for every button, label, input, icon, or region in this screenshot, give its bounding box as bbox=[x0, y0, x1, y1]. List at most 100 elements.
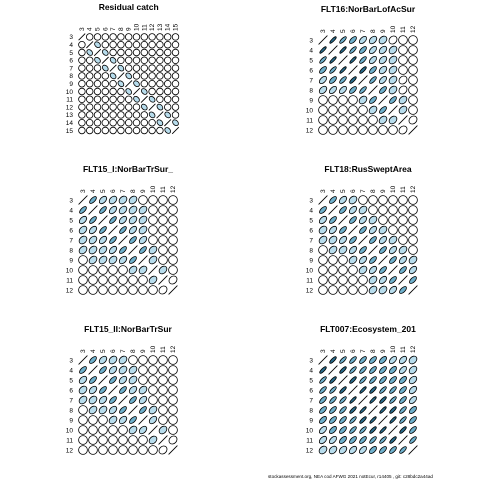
correlation-ellipse bbox=[129, 236, 137, 244]
correlation-ellipse bbox=[98, 195, 108, 205]
col-tick-label: 7 bbox=[120, 349, 127, 353]
row-tick-label: 4 bbox=[69, 42, 73, 49]
col-tick-label: 11 bbox=[160, 346, 167, 353]
correlation-ellipse bbox=[339, 66, 347, 74]
diagonal-mark bbox=[328, 45, 338, 55]
correlation-ellipse bbox=[78, 118, 86, 127]
correlation-ellipse bbox=[329, 376, 337, 384]
correlation-ellipse bbox=[158, 415, 168, 425]
col-tick-label: 15 bbox=[173, 23, 180, 31]
correlation-ellipse bbox=[125, 88, 132, 95]
correlation-ellipse bbox=[117, 87, 125, 96]
correlation-ellipse bbox=[359, 366, 367, 374]
correlation-ellipse bbox=[358, 285, 368, 295]
correlation-ellipse bbox=[98, 245, 108, 255]
col-tick-label: 8 bbox=[130, 189, 137, 193]
correlation-ellipse bbox=[148, 215, 158, 225]
panel-title: FLT15_I:NorBarTrSur_ bbox=[83, 164, 173, 174]
correlation-ellipse bbox=[369, 256, 377, 264]
correlation-ellipse bbox=[85, 111, 94, 119]
correlation-ellipse bbox=[378, 225, 388, 235]
col-tick-label: 10 bbox=[390, 345, 397, 353]
correlation-ellipse bbox=[119, 386, 127, 394]
correlation-ellipse bbox=[163, 103, 172, 111]
correlation-ellipse bbox=[359, 416, 367, 424]
correlation-ellipse bbox=[318, 265, 328, 275]
correlation-ellipse bbox=[148, 435, 158, 445]
correlation-ellipse bbox=[156, 95, 164, 104]
correlation-ellipse bbox=[369, 356, 377, 364]
correlation-ellipse bbox=[388, 35, 398, 45]
diagonal-mark bbox=[398, 435, 408, 445]
correlation-ellipse bbox=[359, 386, 367, 394]
col-tick-label: 6 bbox=[350, 29, 357, 33]
col-tick-label: 10 bbox=[134, 23, 141, 31]
correlation-ellipse bbox=[118, 205, 128, 215]
diagonal-mark bbox=[118, 395, 128, 405]
correlation-ellipse bbox=[117, 41, 125, 49]
correlation-ellipse bbox=[328, 105, 338, 115]
correlation-ellipse bbox=[359, 46, 367, 54]
correlation-ellipse bbox=[348, 265, 358, 275]
correlation-ellipse bbox=[118, 275, 128, 285]
correlation-ellipse bbox=[339, 366, 347, 374]
correlation-ellipse bbox=[348, 125, 358, 135]
correlation-ellipse bbox=[109, 57, 117, 64]
correlation-ellipse bbox=[399, 416, 407, 424]
correlation-ellipse bbox=[408, 365, 418, 375]
correlation-ellipse bbox=[348, 195, 358, 205]
correlation-ellipse bbox=[140, 111, 148, 119]
correlation-ellipse bbox=[339, 416, 347, 424]
col-tick-label: 4 bbox=[330, 189, 337, 193]
correlation-ellipse bbox=[368, 275, 378, 285]
correlation-ellipse bbox=[338, 245, 348, 255]
correlation-ellipse bbox=[171, 103, 180, 111]
correlation-ellipse bbox=[168, 375, 178, 385]
correlation-ellipse bbox=[359, 436, 367, 444]
correlation-ellipse bbox=[379, 366, 387, 374]
diagonal-mark bbox=[388, 265, 398, 275]
diagonal-mark bbox=[378, 95, 388, 105]
correlation-ellipse bbox=[338, 255, 348, 265]
correlation-ellipse bbox=[398, 195, 408, 205]
correlation-ellipse bbox=[378, 45, 388, 55]
diagonal-mark bbox=[358, 235, 368, 245]
col-tick-label: 5 bbox=[95, 27, 102, 31]
correlation-ellipse bbox=[369, 366, 377, 374]
correlation-ellipse bbox=[138, 445, 148, 455]
correlation-ellipse bbox=[378, 235, 388, 245]
col-tick-label: 5 bbox=[340, 29, 347, 33]
correlation-ellipse bbox=[109, 236, 117, 244]
correlation-ellipse bbox=[88, 245, 98, 255]
correlation-ellipse bbox=[88, 265, 98, 275]
correlation-ellipse bbox=[118, 195, 128, 205]
correlation-ellipse bbox=[89, 376, 97, 384]
correlation-ellipse bbox=[369, 386, 377, 394]
correlation-ellipse bbox=[101, 87, 109, 96]
correlation-ellipse bbox=[318, 105, 328, 115]
correlation-ellipse bbox=[329, 396, 337, 404]
correlation-ellipse bbox=[339, 356, 347, 364]
diagonal-mark bbox=[86, 41, 94, 49]
correlation-ellipse bbox=[101, 111, 109, 119]
correlation-ellipse bbox=[399, 266, 407, 274]
correlation-ellipse bbox=[389, 396, 397, 404]
correlation-ellipse bbox=[88, 285, 98, 295]
correlation-ellipse bbox=[319, 396, 327, 404]
correlation-ellipse bbox=[132, 111, 141, 119]
correlation-ellipse bbox=[359, 406, 367, 414]
correlation-ellipse bbox=[349, 76, 357, 84]
correlation-ellipse bbox=[348, 205, 358, 215]
correlation-ellipse bbox=[318, 235, 328, 245]
col-tick-label: 9 bbox=[126, 27, 133, 31]
col-tick-label: 13 bbox=[157, 23, 164, 31]
row-tick-label: 11 bbox=[306, 277, 313, 284]
correlation-ellipse bbox=[369, 236, 377, 244]
correlation-ellipse bbox=[101, 79, 109, 88]
correlation-ellipse bbox=[349, 436, 357, 444]
correlation-ellipse bbox=[78, 245, 88, 255]
correlation-ellipse bbox=[109, 396, 117, 404]
correlation-ellipse bbox=[379, 356, 387, 364]
diagonal-mark bbox=[132, 87, 141, 96]
